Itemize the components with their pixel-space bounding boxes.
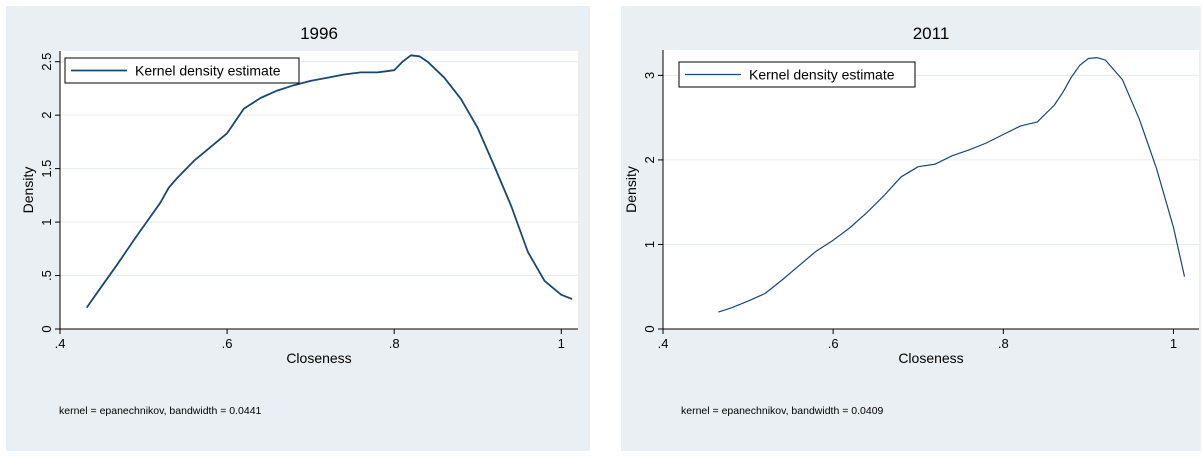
- legend-label: Kernel density estimate: [749, 67, 895, 83]
- chart-panel-1996: 1996 0 .5 1 1.5 2 2.5 .4 .6 .8 1 Closeness Density Ke…: [6, 6, 590, 451]
- density-curve: [85, 54, 573, 309]
- chart-1996: 1996 0 .5 1 1.5 2 2.5 .4 .6 .8 1 Closeness Density Ke…: [20, 24, 578, 366]
- chart-title: 1996: [300, 24, 338, 43]
- y-tick-label: 1: [39, 218, 54, 225]
- kernel-note-1996: kernel = epanechnikov, bandwidth = 0.044…: [59, 405, 262, 417]
- chart-2011: 2011 0 1 2 3 .4 .6 .8 1 Closeness Density Kernel de…: [623, 24, 1199, 366]
- plot-area: [663, 50, 1199, 329]
- x-axis-label: Closeness: [286, 350, 351, 366]
- y-tick-label: 2: [642, 156, 657, 163]
- x-tick-label: .8: [998, 336, 1009, 351]
- x-tick-label: .4: [658, 336, 669, 351]
- y-tick-label: 0: [39, 325, 54, 332]
- x-tick-label: .6: [222, 336, 233, 351]
- x-tick-label: 1: [1170, 336, 1177, 351]
- y-tick-label: 2.5: [39, 53, 54, 71]
- y-tick-label: 0: [642, 325, 657, 332]
- chart-panel-2011: 2011 0 1 2 3 .4 .6 .8 1 Closeness Density Kernel de…: [621, 6, 1201, 451]
- x-tick-label: .4: [55, 336, 66, 351]
- x-axis-label: Closeness: [898, 350, 963, 366]
- chart-title: 2011: [913, 24, 950, 43]
- y-tick-label: 1: [642, 241, 657, 248]
- x-tick-label: .6: [828, 336, 839, 351]
- y-axis-label: Density: [623, 166, 639, 213]
- x-tick-label: .8: [389, 336, 400, 351]
- y-tick-label: 3: [642, 72, 657, 79]
- legend-label: Kernel density estimate: [135, 63, 281, 79]
- x-tick-label: 1: [558, 336, 565, 351]
- density-curve: [718, 57, 1186, 313]
- plot-area: [60, 51, 578, 329]
- y-axis-label: Density: [20, 167, 36, 214]
- kernel-note-2011: kernel = epanechnikov, bandwidth = 0.040…: [681, 405, 884, 417]
- y-tick-label: 1.5: [39, 160, 54, 178]
- y-tick-label: .5: [39, 270, 54, 281]
- y-tick-label: 2: [39, 112, 54, 119]
